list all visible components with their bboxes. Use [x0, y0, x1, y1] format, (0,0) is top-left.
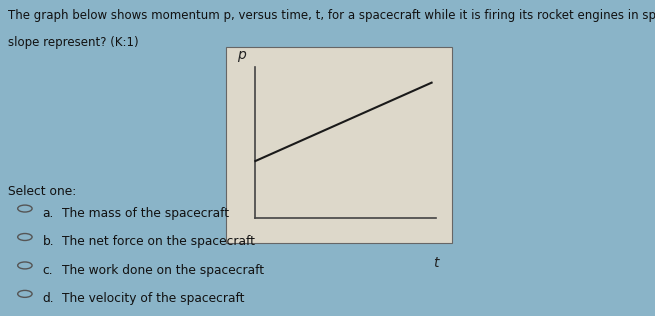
Text: The graph below shows momentum p, versus time, t, for a spacecraft while it is f: The graph below shows momentum p, versus… [8, 9, 655, 22]
Bar [226, 47, 452, 243]
Text: p: p [236, 48, 246, 62]
Text: b.: b. [43, 235, 54, 248]
Text: The work done on the spacecraft: The work done on the spacecraft [62, 264, 265, 277]
Text: t: t [433, 256, 438, 270]
Text: Select one:: Select one: [8, 185, 76, 198]
Text: slope represent? (K:1): slope represent? (K:1) [8, 36, 138, 49]
Text: d.: d. [43, 292, 54, 305]
Text: The mass of the spacecraft: The mass of the spacecraft [62, 207, 229, 220]
Text: a.: a. [43, 207, 54, 220]
Text: The net force on the spacecraft: The net force on the spacecraft [62, 235, 255, 248]
Text: c.: c. [43, 264, 53, 277]
Text: The velocity of the spacecraft: The velocity of the spacecraft [62, 292, 245, 305]
